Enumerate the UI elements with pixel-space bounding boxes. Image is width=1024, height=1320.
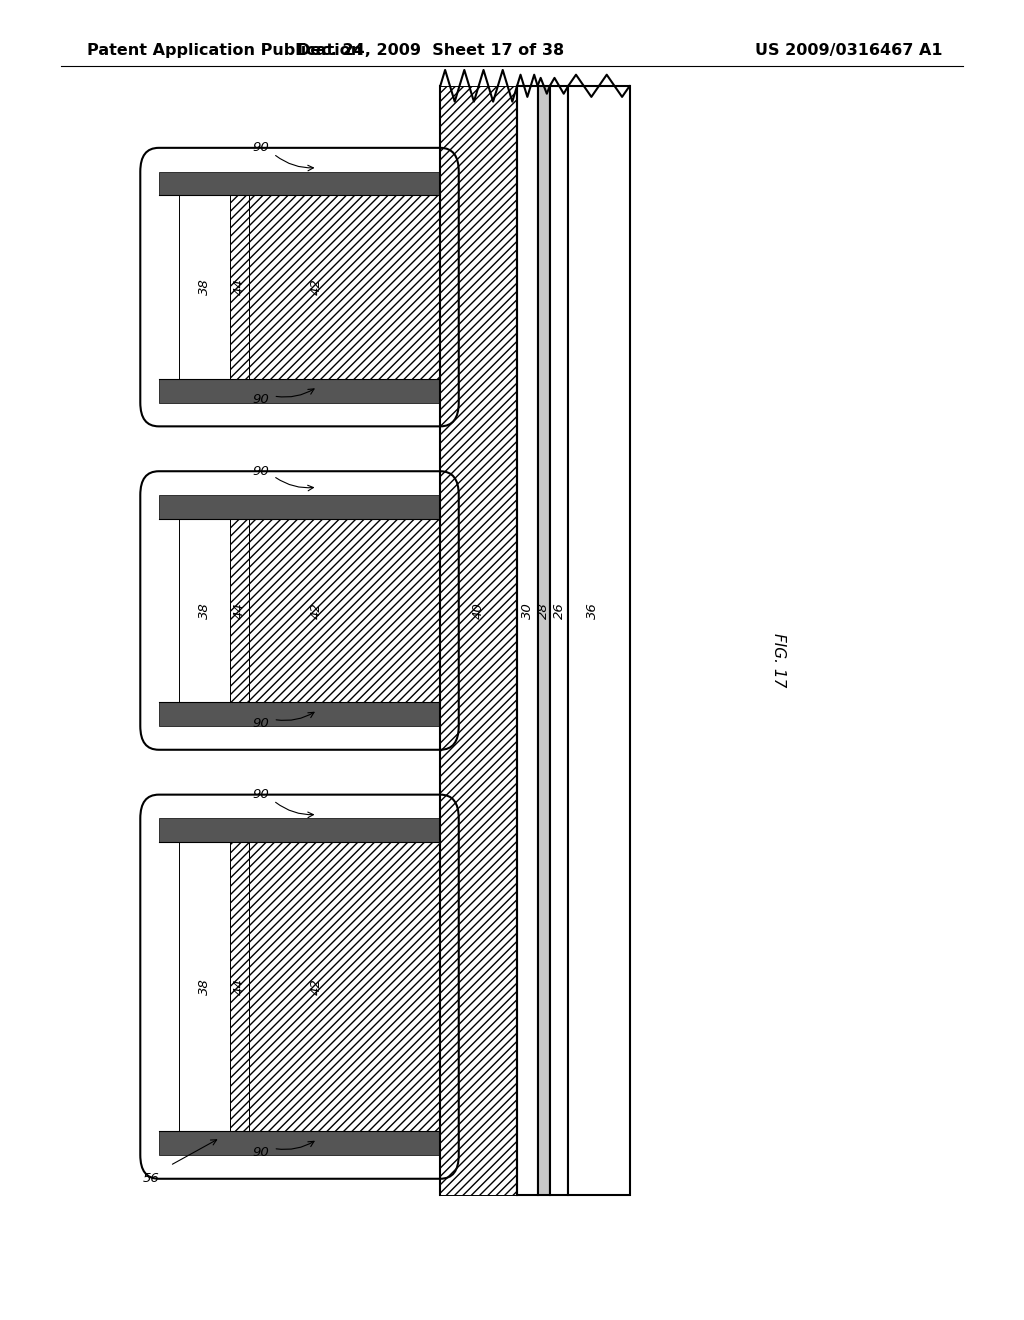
Text: 90: 90 (253, 717, 269, 730)
Text: US 2009/0316467 A1: US 2009/0316467 A1 (755, 42, 942, 58)
Text: 30: 30 (521, 602, 534, 619)
Text: 90: 90 (253, 788, 269, 801)
Bar (179, 519, 230, 702)
Text: 44: 44 (233, 602, 246, 619)
Bar (230, 842, 249, 1131)
Text: 38: 38 (199, 279, 211, 296)
Text: 44: 44 (233, 279, 246, 296)
Text: Dec. 24, 2009  Sheet 17 of 38: Dec. 24, 2009 Sheet 17 of 38 (297, 42, 563, 58)
Text: 56: 56 (143, 1172, 160, 1185)
Bar (159, 818, 440, 1155)
Bar (179, 842, 230, 1131)
Text: 90: 90 (253, 1146, 269, 1159)
Bar (440, 86, 517, 1195)
Bar (230, 519, 249, 702)
Bar (159, 379, 440, 403)
Bar (179, 195, 230, 379)
Bar (249, 195, 440, 379)
Bar (159, 172, 440, 403)
Bar (159, 1131, 440, 1155)
Text: 90: 90 (253, 393, 269, 407)
Bar (568, 86, 630, 1195)
Bar (538, 86, 550, 1195)
Bar (249, 842, 440, 1131)
Text: 42: 42 (309, 279, 323, 296)
Text: 38: 38 (199, 602, 211, 619)
Text: 28: 28 (538, 602, 550, 619)
Bar (550, 86, 568, 1195)
Bar (159, 702, 440, 726)
Bar (159, 495, 440, 519)
Text: 26: 26 (553, 602, 565, 619)
Text: 90: 90 (253, 141, 269, 154)
Text: 38: 38 (199, 978, 211, 995)
Bar (517, 86, 538, 1195)
Text: 40: 40 (472, 602, 485, 619)
Bar (230, 195, 249, 379)
Text: 36: 36 (587, 602, 599, 619)
Bar (159, 495, 440, 726)
Text: 42: 42 (309, 602, 323, 619)
Text: 42: 42 (309, 978, 323, 995)
Text: 90: 90 (253, 465, 269, 478)
Text: Patent Application Publication: Patent Application Publication (87, 42, 362, 58)
Bar (159, 172, 440, 195)
Bar (159, 818, 440, 842)
Bar (249, 519, 440, 702)
Text: 44: 44 (233, 978, 246, 995)
Text: FIG. 17: FIG. 17 (771, 632, 785, 688)
